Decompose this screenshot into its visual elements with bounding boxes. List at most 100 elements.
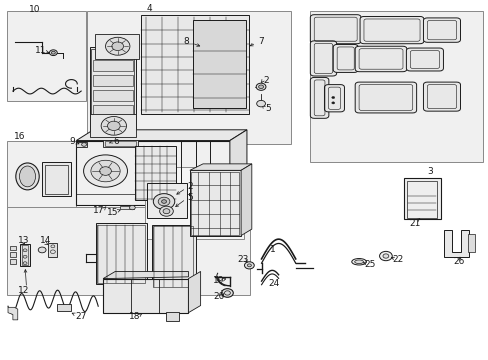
Circle shape <box>51 51 55 54</box>
Polygon shape <box>188 271 200 313</box>
Polygon shape <box>103 271 188 279</box>
Polygon shape <box>229 130 246 205</box>
Bar <box>152 225 195 288</box>
Bar <box>153 226 193 287</box>
Circle shape <box>161 200 166 203</box>
Circle shape <box>83 155 127 187</box>
Text: 10: 10 <box>29 5 41 14</box>
Text: 15: 15 <box>107 208 119 217</box>
Circle shape <box>101 117 126 135</box>
Bar <box>147 183 186 218</box>
Text: 5: 5 <box>187 193 193 202</box>
Bar <box>97 225 145 283</box>
Bar <box>191 172 239 234</box>
Polygon shape <box>444 230 468 257</box>
Bar <box>310 12 483 162</box>
Bar <box>10 252 16 257</box>
Polygon shape <box>8 307 18 320</box>
FancyBboxPatch shape <box>332 44 357 72</box>
Bar <box>6 140 76 216</box>
Circle shape <box>331 102 334 104</box>
Bar <box>10 259 16 264</box>
Text: 27: 27 <box>75 312 87 321</box>
Bar <box>48 243 57 257</box>
Text: 20: 20 <box>213 292 224 301</box>
Ellipse shape <box>354 260 363 264</box>
Bar <box>103 279 188 313</box>
Circle shape <box>256 83 265 90</box>
Polygon shape <box>93 59 133 71</box>
Text: 26: 26 <box>452 257 464 266</box>
Bar <box>91 49 134 134</box>
Text: 4: 4 <box>146 4 152 13</box>
Circle shape <box>382 254 388 258</box>
Bar <box>90 47 136 135</box>
Bar <box>57 304 71 311</box>
Bar <box>141 15 249 114</box>
Polygon shape <box>93 120 133 132</box>
Circle shape <box>23 249 27 252</box>
Text: 23: 23 <box>237 255 248 264</box>
FancyBboxPatch shape <box>359 17 423 44</box>
Circle shape <box>100 167 111 175</box>
Bar <box>21 245 28 265</box>
Bar <box>6 12 85 101</box>
Bar <box>189 170 241 235</box>
Bar <box>406 181 436 218</box>
Text: 24: 24 <box>267 279 279 288</box>
FancyBboxPatch shape <box>324 85 344 112</box>
Bar <box>120 206 134 209</box>
Circle shape <box>158 197 169 206</box>
Bar <box>404 178 440 220</box>
Bar <box>10 246 16 250</box>
Text: 14: 14 <box>41 237 52 246</box>
Text: 11: 11 <box>35 46 46 55</box>
Circle shape <box>112 42 123 50</box>
Text: 13: 13 <box>19 237 30 246</box>
Circle shape <box>107 121 120 131</box>
Text: 25: 25 <box>364 260 375 269</box>
Polygon shape <box>76 130 246 140</box>
Circle shape <box>129 206 135 210</box>
Polygon shape <box>93 90 133 102</box>
Ellipse shape <box>351 258 366 265</box>
FancyBboxPatch shape <box>310 77 328 118</box>
Text: 17: 17 <box>92 206 104 215</box>
Text: 2: 2 <box>187 181 193 190</box>
Circle shape <box>38 247 46 253</box>
Text: 6: 6 <box>114 137 120 146</box>
FancyBboxPatch shape <box>423 82 460 111</box>
Circle shape <box>163 209 169 214</box>
FancyBboxPatch shape <box>423 18 460 42</box>
Bar <box>96 223 147 284</box>
Bar <box>193 21 245 108</box>
Text: 8: 8 <box>183 37 188 46</box>
FancyBboxPatch shape <box>310 41 336 76</box>
Text: 1: 1 <box>269 246 275 255</box>
Circle shape <box>153 194 174 210</box>
Bar <box>95 34 139 59</box>
FancyBboxPatch shape <box>310 15 360 44</box>
Text: 19: 19 <box>212 276 224 285</box>
Circle shape <box>256 100 265 107</box>
Bar <box>20 244 30 266</box>
Ellipse shape <box>16 163 39 190</box>
Bar <box>103 140 138 147</box>
Circle shape <box>159 206 173 216</box>
FancyBboxPatch shape <box>354 46 406 72</box>
Text: 5: 5 <box>264 104 270 113</box>
Ellipse shape <box>20 166 36 187</box>
Circle shape <box>244 262 254 269</box>
Bar <box>6 207 250 295</box>
Bar <box>42 162 71 196</box>
Text: 3: 3 <box>426 167 432 176</box>
FancyBboxPatch shape <box>406 48 443 71</box>
Circle shape <box>81 143 86 146</box>
Polygon shape <box>93 105 133 117</box>
Text: 21: 21 <box>408 219 420 228</box>
Text: 9: 9 <box>69 137 75 146</box>
Polygon shape <box>93 75 133 86</box>
Bar <box>467 234 474 252</box>
Polygon shape <box>241 164 251 235</box>
Bar <box>76 142 87 147</box>
